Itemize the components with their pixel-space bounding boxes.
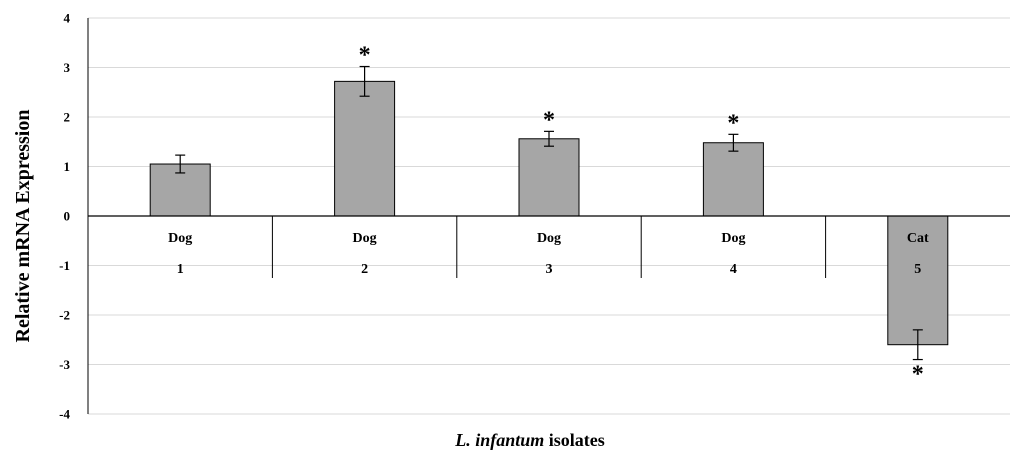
y-tick-label: 4: [64, 11, 71, 26]
category-number-label: 4: [730, 262, 737, 277]
category-host-label: Dog: [721, 231, 745, 246]
y-tick-label: -4: [59, 407, 70, 422]
category-number-label: 2: [361, 262, 368, 277]
category-host-label: Dog: [168, 231, 192, 246]
labels: -4 -3 -2 -1 0 1 2 3 4 Dog 1 * Dog 2 * Dog 3 * Dog 4 * Cat 5: [59, 11, 929, 422]
y-tick-label: -2: [59, 308, 70, 323]
y-tick-label: 2: [64, 110, 71, 125]
bar: [702, 142, 764, 217]
y-tick-label: -1: [59, 258, 70, 273]
y-tick-label: 0: [64, 209, 71, 224]
bar: [887, 215, 949, 346]
category-host-label: Cat: [907, 231, 929, 246]
bar: [334, 80, 396, 217]
x-axis-label-italic: L. infantum: [454, 430, 544, 450]
significance-star: *: [543, 107, 555, 133]
category-number-label: 3: [546, 262, 553, 277]
axes: [87, 18, 1010, 414]
category-number-label: 1: [177, 262, 184, 277]
significance-star: *: [912, 362, 924, 388]
category-host-label: Dog: [537, 231, 561, 246]
y-tick-label: -3: [59, 357, 70, 372]
bars: [149, 65, 949, 361]
bar: [518, 138, 580, 217]
category-number-label: 5: [914, 262, 921, 277]
x-axis-label-rest: isolates: [544, 430, 605, 450]
significance-star: *: [727, 110, 739, 136]
category-host-label: Dog: [353, 231, 377, 246]
y-tick-label: 1: [64, 159, 71, 174]
y-axis-label: Relative mRNA Expression: [12, 110, 34, 343]
x-axis-label: L. infantum isolates: [454, 430, 605, 450]
y-tick-label: 3: [64, 60, 71, 75]
significance-star: *: [359, 43, 371, 69]
